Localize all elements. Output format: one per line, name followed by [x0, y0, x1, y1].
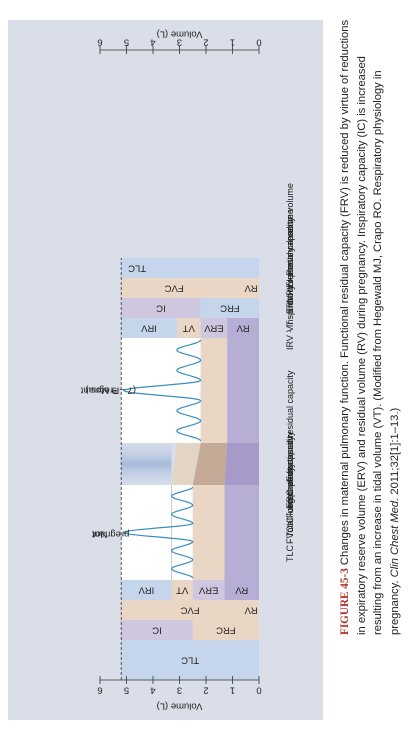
right-tick-label-6: 6 [97, 36, 102, 47]
right-tick-label-0: 0 [256, 36, 261, 47]
np-label-frc: FRC [216, 624, 236, 635]
transition-vt [171, 443, 201, 485]
right-tick-label-1: 1 [230, 36, 235, 47]
np-irv-band [121, 580, 172, 600]
transition-erv [192, 443, 228, 485]
left-tick-label-0: 0 [256, 684, 261, 695]
right-tick-label-3: 3 [177, 36, 182, 47]
right-tick-label-5: 5 [124, 36, 129, 47]
np-erv-zone [192, 485, 225, 580]
p-label-rv2: RV [244, 282, 258, 293]
np-trace-area [121, 485, 172, 580]
axis-title-left: Volume (L) [157, 700, 203, 711]
np-label-irv: IRV [138, 584, 154, 595]
p-ic-band [121, 298, 201, 318]
p-label-erv: ERV [204, 322, 224, 333]
transition-rv [224, 443, 259, 485]
np-label-tlc: TLC [181, 654, 199, 665]
p-label-tlc: TLC [128, 262, 146, 273]
np-breathing-wave [122, 486, 194, 579]
legend-right-2: ERV - Expiratory reserve volume [285, 183, 295, 314]
figure-caption: FIGURE 45-3 Changes in maternal pulmonar… [337, 13, 403, 635]
legend-left-1: FVC - Forced vital capacity [285, 435, 295, 544]
axis-title-right: Volume (L) [157, 28, 203, 39]
caption-tail: 2011;32[1]:1–13.) [388, 407, 401, 498]
np-title-1: Not [92, 528, 107, 539]
p-rv-zone [227, 338, 259, 443]
p-breathing-wave [122, 339, 202, 442]
np-label-rv: RV [235, 584, 249, 595]
p-label-frc: FRC [220, 302, 240, 313]
np-fvc-band [121, 600, 259, 620]
np-title-2: pregnant [91, 528, 129, 539]
left-tick-label-4: 4 [150, 684, 155, 695]
np-erv-band [192, 580, 225, 600]
p-trace-vt [176, 338, 201, 443]
p-frc-band [200, 298, 259, 318]
p-title-1: Pregnant [80, 384, 119, 395]
left-tick-label-2: 2 [203, 684, 208, 695]
np-label-ic: IC [152, 624, 162, 635]
p-label-irv: IRV [141, 322, 157, 333]
np-label-rv2: RV [244, 604, 258, 615]
legend-left-2: IC - Inspiratory capacity [285, 431, 295, 526]
np-label-fvc: FVC [180, 604, 199, 615]
np-vt-band [171, 580, 193, 600]
np-label-vt: VT [176, 584, 188, 595]
p-fvc-band [121, 278, 259, 298]
p-irv-band [121, 318, 177, 338]
p-erv-band [200, 318, 228, 338]
np-rv-band [224, 580, 260, 600]
left-tick-label-5: 5 [124, 684, 129, 695]
p-rv-band [227, 318, 259, 338]
p-tlc-band [121, 258, 259, 278]
p-label-fvc: FVC [165, 282, 184, 293]
p-trace-area [121, 338, 177, 443]
p-label-rv: RV [236, 322, 250, 333]
p-title-2: (7 – 9 Mos.) [85, 384, 136, 395]
left-tick-label-6: 6 [97, 684, 102, 695]
legend-left-0: TLC - Total lung capacity [285, 463, 295, 562]
legend-right-3: RV - Residual volume [285, 209, 295, 296]
right-tick-label-2: 2 [203, 36, 208, 47]
p-label-vt: VT [183, 322, 195, 333]
left-tick-label-3: 3 [177, 684, 182, 695]
caption-label: FIGURE 45-3 [339, 568, 351, 635]
legend-right-0: IRV - Inspiratory reserve capacity [285, 217, 295, 350]
p-vt-band [176, 318, 201, 338]
np-rv-zone [224, 485, 260, 580]
caption-journal: Clin Chest Med. [388, 497, 401, 578]
left-tick-label-1: 1 [230, 684, 235, 695]
legend-right-1: VT - Tidal volume [285, 262, 295, 332]
np-trace-vt [171, 485, 193, 580]
np-label-erv: ERV [198, 584, 218, 595]
np-frc-band [192, 620, 259, 640]
p-label-ic: IC [156, 302, 166, 313]
legend-left-3: FRC - Functional residual capacity [285, 370, 295, 508]
np-ic-band [121, 620, 193, 640]
np-tlc-band [121, 640, 259, 680]
p-erv-zone [200, 338, 228, 443]
right-tick-label-4: 4 [150, 36, 155, 47]
transition-top [121, 443, 172, 485]
